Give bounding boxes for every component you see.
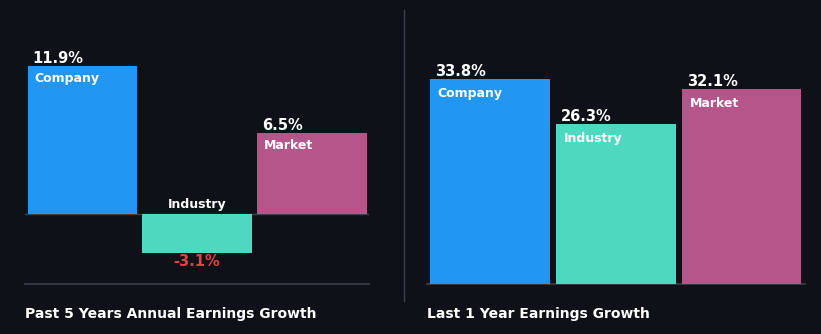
Text: 32.1%: 32.1%	[687, 74, 738, 89]
Text: Industry: Industry	[563, 132, 622, 145]
Text: Market: Market	[264, 139, 314, 152]
Bar	[257, 133, 366, 214]
Text: Company: Company	[34, 72, 99, 85]
Bar	[27, 66, 136, 214]
Text: 33.8%: 33.8%	[435, 63, 486, 78]
Text: Company: Company	[438, 87, 502, 100]
Text: Industry: Industry	[167, 198, 227, 211]
Bar	[556, 124, 676, 284]
Text: Market: Market	[690, 97, 739, 110]
Bar	[430, 78, 550, 284]
Text: 11.9%: 11.9%	[32, 51, 83, 66]
Bar	[681, 89, 801, 284]
Bar	[143, 214, 251, 253]
Text: 6.5%: 6.5%	[262, 118, 303, 133]
Text: -3.1%: -3.1%	[174, 255, 220, 270]
Text: 26.3%: 26.3%	[561, 109, 612, 124]
Text: Past 5 Years Annual Earnings Growth: Past 5 Years Annual Earnings Growth	[25, 307, 316, 321]
Text: Last 1 Year Earnings Growth: Last 1 Year Earnings Growth	[427, 307, 649, 321]
